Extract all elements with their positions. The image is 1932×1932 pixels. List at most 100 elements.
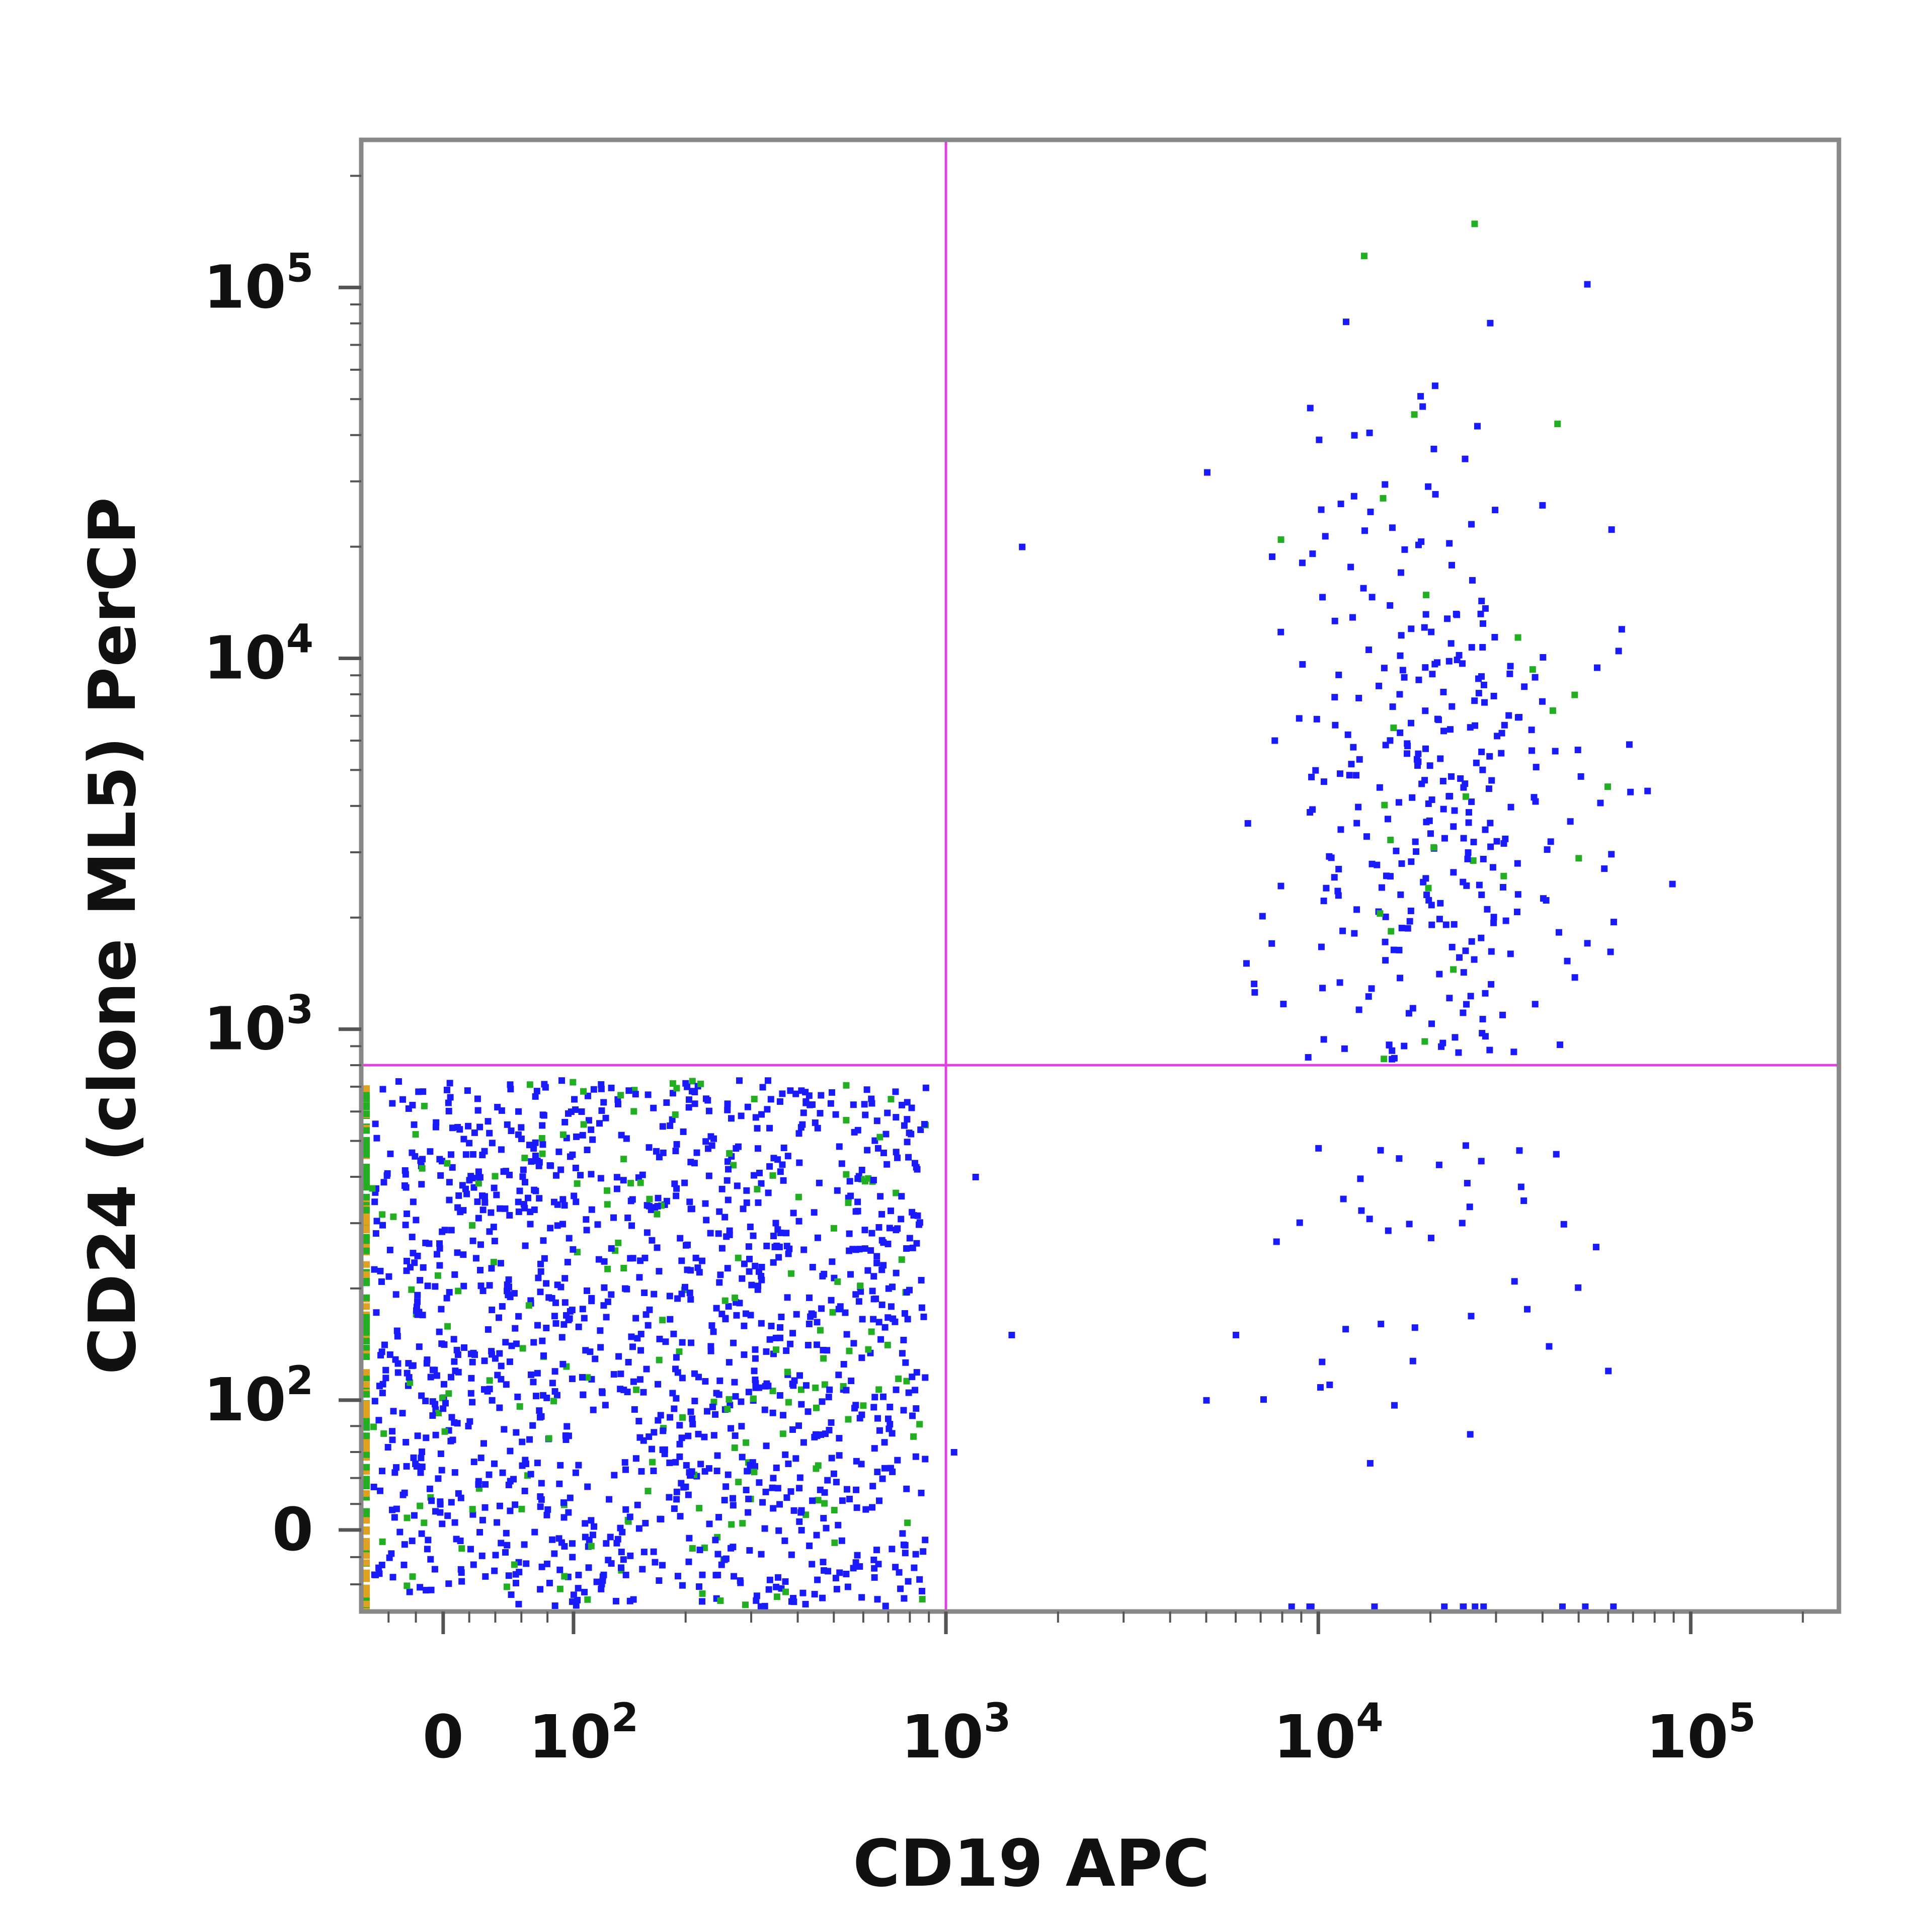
event-dot — [1447, 726, 1454, 733]
event-dot — [567, 1494, 574, 1501]
event-dot — [448, 1227, 455, 1234]
event-dot — [375, 1564, 382, 1571]
event-dot — [806, 1092, 813, 1099]
event-dot — [781, 1537, 788, 1544]
event-dot — [714, 1452, 721, 1459]
event-dot — [1342, 318, 1349, 326]
event-dot — [373, 1218, 380, 1225]
event-dot — [393, 1327, 400, 1334]
event-dot — [583, 1216, 590, 1223]
event-dot — [1277, 628, 1284, 635]
event-dot — [776, 1334, 783, 1341]
event-dot — [888, 1303, 895, 1310]
event-dot — [1396, 691, 1403, 698]
event-dot — [588, 1126, 595, 1133]
event-dot — [1479, 1030, 1486, 1037]
event-dot — [679, 1582, 686, 1589]
event-dot — [1555, 929, 1562, 936]
event-dot — [637, 1347, 645, 1354]
event-dot — [515, 1108, 522, 1115]
event-dot — [363, 1174, 370, 1181]
event-dot — [363, 1085, 370, 1092]
event-dot — [507, 1507, 514, 1514]
event-dot — [778, 1313, 785, 1320]
event-dot — [875, 1386, 882, 1393]
event-dot — [1457, 775, 1464, 782]
event-dot — [899, 1350, 906, 1357]
event-dot — [371, 1198, 378, 1205]
event-dot — [497, 1205, 504, 1212]
event-dot — [453, 1346, 460, 1353]
event-dot — [498, 1362, 505, 1370]
event-dot — [916, 1221, 923, 1228]
event-dot — [1377, 1147, 1384, 1154]
event-dot — [659, 1446, 666, 1454]
event-dot — [865, 1346, 872, 1353]
event-dot — [469, 1399, 476, 1406]
event-dot — [1389, 1047, 1396, 1054]
event-dot — [893, 1149, 900, 1156]
event-dot — [524, 1194, 531, 1201]
event-dot — [489, 1397, 496, 1404]
event-dot — [903, 1245, 910, 1252]
event-dot — [1328, 854, 1335, 861]
event-dot — [363, 1110, 370, 1117]
event-dot — [1435, 716, 1442, 723]
event-dot — [639, 1171, 646, 1178]
event-dot — [373, 1135, 380, 1142]
event-dot — [1308, 773, 1315, 780]
event-dot — [575, 1585, 582, 1592]
event-dot — [433, 1119, 440, 1126]
event-dot — [918, 1277, 925, 1284]
event-dot — [363, 1526, 370, 1533]
event-dot — [414, 1292, 421, 1299]
event-dot — [379, 1468, 386, 1475]
event-dot — [1386, 1041, 1393, 1049]
event-dot — [922, 1456, 929, 1463]
event-dot — [492, 1552, 499, 1559]
event-dot — [1409, 1357, 1416, 1364]
event-dot — [844, 1583, 851, 1590]
event-dot — [1446, 540, 1453, 547]
event-dot — [691, 1370, 698, 1377]
event-dot — [1471, 697, 1478, 704]
event-dot — [1331, 617, 1338, 624]
event-dot — [1546, 1343, 1553, 1350]
event-dot — [621, 1459, 628, 1466]
event-dot — [1539, 698, 1546, 705]
event-dot — [791, 1377, 798, 1384]
event-dot — [732, 1432, 739, 1439]
event-dot — [725, 1166, 732, 1173]
event-dot — [769, 1484, 776, 1491]
event-dot — [1467, 724, 1474, 731]
event-dot — [717, 1271, 724, 1278]
event-dot — [414, 1311, 421, 1318]
x-axis-ticks: 0 102 103 104 105 — [387, 1612, 1804, 1772]
event-dot — [1462, 947, 1469, 954]
event-dot — [789, 1426, 796, 1433]
event-dot — [1437, 755, 1444, 762]
event-dot — [1409, 794, 1416, 801]
event-dot — [1462, 455, 1469, 462]
event-dot — [839, 1497, 846, 1504]
event-dot — [386, 1351, 393, 1358]
event-dot — [1532, 798, 1539, 805]
event-dot — [835, 1306, 842, 1313]
event-dot — [655, 1194, 662, 1201]
event-dot — [770, 1475, 777, 1482]
event-dot — [515, 1313, 522, 1320]
event-dot — [479, 1206, 487, 1214]
event-dot — [1408, 858, 1415, 865]
event-dot — [817, 1327, 824, 1334]
event-dot — [728, 1425, 735, 1432]
event-dot — [1430, 844, 1437, 851]
event-dot — [553, 1172, 560, 1179]
event-dot — [657, 1412, 664, 1419]
event-dot — [1597, 799, 1604, 807]
event-dot — [1460, 969, 1467, 976]
event-dot — [702, 1138, 709, 1145]
event-dot — [439, 1520, 446, 1527]
event-dot — [363, 1137, 370, 1144]
event-dot — [611, 1472, 618, 1479]
event-dot — [1429, 671, 1436, 678]
